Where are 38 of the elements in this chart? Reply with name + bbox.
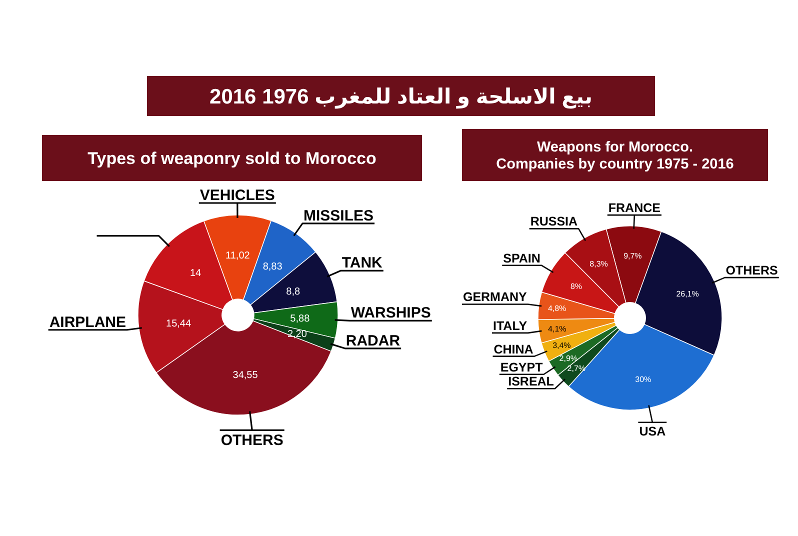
data-label: 11,02: [226, 250, 250, 262]
slice-label: RUSSIA: [530, 214, 578, 229]
data-label: 8%: [570, 282, 582, 291]
slice-label: MISSILES: [304, 207, 374, 224]
slice-label: FRANCE: [608, 201, 660, 216]
data-label: 9,7%: [624, 251, 642, 260]
slice-label: WARSHIPS: [350, 304, 431, 322]
data-label: 4,8%: [548, 304, 566, 313]
data-label: 8,3%: [590, 260, 608, 269]
slice-label: USA: [639, 424, 666, 438]
slice-label: AIRPLANE: [49, 314, 126, 331]
slice-label: VEHICLES: [200, 187, 275, 204]
data-label: 2,9%: [559, 354, 578, 364]
slice-label: RADAR: [346, 332, 400, 350]
slice-label: TANK: [342, 254, 383, 272]
chart-title: Weapons for Morocco.: [536, 140, 694, 156]
data-label: 14: [190, 268, 202, 280]
data-label: 34,55: [232, 370, 258, 382]
slice-label: EGYPT: [500, 360, 544, 374]
data-label: 3,4%: [552, 341, 571, 350]
slice-label: CHINA: [494, 342, 534, 356]
slice-label: OTHERS: [726, 264, 778, 278]
slice-label: ITALY: [493, 318, 528, 333]
data-label: 15,44: [166, 318, 192, 330]
chart-title: Types of weaponry sold to Morocco: [88, 148, 376, 168]
slice-label: OTHERS: [220, 432, 284, 450]
data-label: 4,1%: [548, 324, 566, 334]
slice-label: ISREAL: [508, 374, 554, 389]
data-label: 8,83: [262, 261, 283, 272]
text: بيع الاسلحة و العتاد للمغرب 1976 2016: [210, 85, 592, 110]
data-label: 30%: [635, 374, 652, 384]
data-label: 8,8: [286, 286, 300, 298]
data-label: 2,20: [287, 328, 308, 340]
data-label: 5,88: [290, 314, 310, 325]
slice-label: GERMANY: [462, 290, 528, 304]
slice-label: SPAIN: [503, 251, 540, 266]
chart-subtitle: Companies by country 1975 - 2016: [496, 156, 734, 173]
data-label: 26,1%: [676, 289, 699, 298]
